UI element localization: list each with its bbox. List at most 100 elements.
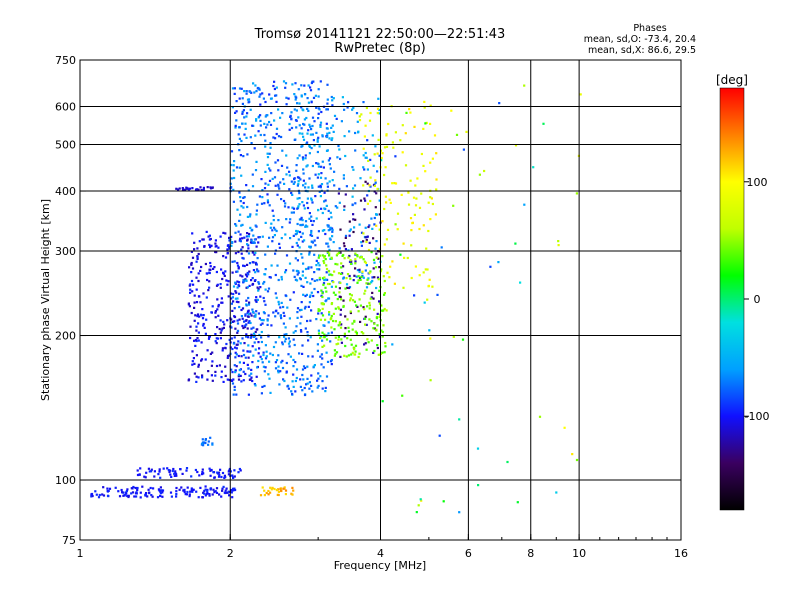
scatter-point [191,350,194,353]
scatter-point [266,323,269,326]
scatter-point [412,196,416,199]
scatter-point [117,490,120,493]
scatter-point [299,329,303,332]
scatter-point [336,206,339,209]
scatter-point [338,291,341,294]
scatter-point [362,232,365,235]
scatter-point [389,265,392,268]
scatter-point [302,135,305,138]
scatter-point [330,314,333,318]
scatter-point [250,368,253,371]
scatter-point [319,184,322,187]
scatter-point [332,281,335,284]
scatter-point [144,494,147,497]
scatter-point [435,152,438,155]
scatter-point [334,205,337,208]
scatter-point [186,490,189,494]
scatter-point [323,207,326,210]
scatter-point [347,249,350,252]
scatter-point [316,349,319,352]
scatter-point [319,80,322,83]
scatter-point [260,392,263,395]
scatter-point [429,218,432,221]
scatter-point [258,87,261,90]
scatter-point [241,246,244,249]
scatter-point [256,298,259,301]
scatter-point [251,361,254,364]
scatter-point [214,316,217,319]
y-tick-label: 75 [62,534,76,547]
scatter-point [352,279,355,282]
scatter-point [240,139,243,143]
scatter-point [150,470,153,473]
scatter-point [308,177,311,180]
scatter-point [258,236,261,239]
scatter-point [306,197,309,200]
scatter-point [299,378,302,381]
scatter-point [231,347,234,351]
scatter-point [162,467,165,470]
scatter-point [301,270,304,273]
scatter-point [222,485,225,488]
scatter-point [368,318,371,321]
scatter-point [317,208,320,212]
scatter-point [300,308,303,311]
scatter-point [153,470,156,473]
scatter-point [355,333,358,336]
scatter-point [322,166,325,169]
scatter-point [277,490,280,493]
scatter-point [328,180,331,183]
scatter-point [333,349,336,352]
scatter-point [575,192,578,195]
scatter-point [282,378,285,381]
scatter-point [196,315,199,318]
scatter-point [244,278,247,281]
scatter-point [261,486,264,489]
scatter-point [299,278,302,281]
scatter-point [232,200,235,203]
scatter-point [207,337,211,340]
scatter-point [231,371,234,374]
scatter-point [362,101,365,104]
scatter-point [254,261,258,264]
scatter-point [334,352,337,355]
scatter-point [288,221,291,224]
scatter-point [294,390,297,393]
scatter-point [284,233,287,236]
scatter-point [224,475,227,479]
scatter-point [378,316,381,319]
scatter-point [340,262,343,265]
scatter-point [336,252,339,255]
scatter-point [327,229,330,232]
scatter-point [304,267,308,271]
scatter-point [263,370,266,373]
scatter-point [360,244,363,247]
scatter-point [276,264,279,267]
chart-title-line2: RwPretec (8p) [334,41,426,56]
scatter-point [237,266,240,269]
scatter-point [339,313,342,316]
scatter-point [226,252,229,255]
scatter-point [179,468,182,471]
scatter-point [323,191,326,194]
scatter-point [371,279,374,283]
grid-lines [80,60,681,540]
scatter-point [249,321,252,325]
scatter-point [378,154,381,157]
scatter-point [358,298,361,301]
scatter-point [175,495,178,498]
scatter-point [317,95,320,98]
scatter-point [319,355,322,358]
scatter-point [360,231,364,234]
scatter-point [264,139,267,142]
scatter-point [90,495,93,498]
scatter-point [181,187,184,190]
scatter-point [285,361,288,365]
scatter-point [359,278,362,281]
scatter-point [364,342,367,345]
scatter-point [312,139,315,142]
scatter-point [329,318,332,321]
scatter-point [327,245,330,248]
scatter-point [243,342,246,345]
scatter-point [360,255,363,259]
